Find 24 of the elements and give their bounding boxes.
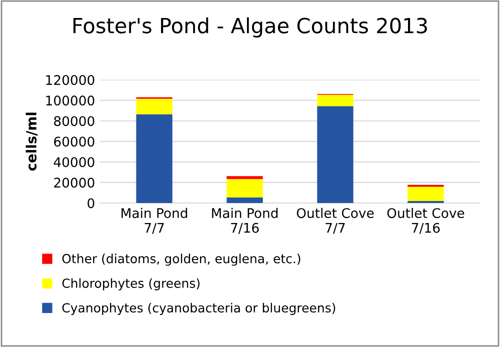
bar: [226, 197, 263, 203]
y-tick-label: 100000: [46, 96, 94, 106]
bar: [317, 94, 354, 106]
y-tick-label: 40000: [54, 157, 94, 168]
bar: [136, 114, 172, 203]
legend-label: Other (diatoms, golden, euglena, etc.): [62, 254, 300, 266]
x-tick-label: Main Pond 7/7: [122, 208, 188, 234]
x-tick-label: Outlet Cove 7/7: [296, 208, 374, 234]
bar: [317, 106, 354, 203]
y-tick-label: 20000: [54, 178, 94, 188]
bar: [136, 98, 172, 114]
y-tick-label: 120000: [46, 75, 94, 86]
x-tick-label: Main Pond 7/16: [212, 208, 278, 234]
y-axis-title: cells/ml: [26, 112, 38, 171]
y-tick-label: 0: [88, 198, 94, 208]
y-tick-label: 80000: [54, 116, 94, 126]
x-tick-label: Outlet Cove 7/16: [387, 208, 464, 234]
legend-label: Chlorophytes (greens): [62, 278, 200, 290]
legend-label: Cyanophytes (cyanobacteria or bluegreens): [62, 302, 336, 315]
bar: [226, 178, 263, 198]
bar: [408, 186, 444, 201]
y-tick-label: 60000: [54, 136, 94, 147]
bar: [226, 176, 263, 179]
chart-title: Foster's Pond - Algae Counts 2013: [73, 17, 427, 38]
